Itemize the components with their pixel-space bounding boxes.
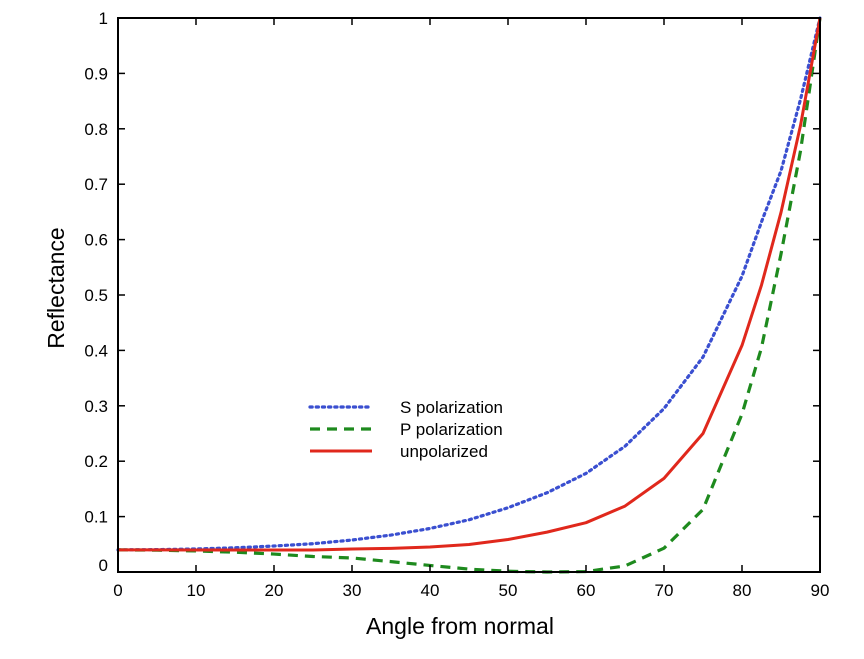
y-tick-label: 0.5 (84, 286, 108, 305)
y-tick-label: 0.9 (84, 64, 108, 83)
y-tick-label: 0.8 (84, 120, 108, 139)
series-line-1 (117, 17, 822, 574)
x-tick-label: 60 (577, 581, 596, 600)
y-axis-label: Reflectance (43, 227, 69, 348)
x-tick-label: 20 (265, 581, 284, 600)
y-tick-label: 0.1 (84, 508, 108, 527)
x-tick-label: 40 (421, 581, 440, 600)
x-tick-label: 10 (187, 581, 206, 600)
x-axis-ticks: 0 10 20 30 40 50 60 70 80 90 (113, 18, 829, 600)
legend-label-2: unpolarized (400, 442, 488, 461)
y-axis-ticks: 0 0.1 0.2 0.3 0.4 0.5 0.6 0.7 0.8 0.9 1 (84, 9, 820, 575)
plot-area (118, 18, 820, 572)
series-line-2 (117, 17, 822, 552)
x-axis-label: Angle from normal (366, 613, 554, 639)
x-tick-label: 0 (113, 581, 122, 600)
x-tick-label: 80 (733, 581, 752, 600)
legend-label-1: P polarization (400, 420, 503, 439)
y-tick-label: 0.6 (84, 231, 108, 250)
x-tick-label: 90 (811, 581, 830, 600)
y-tick-label: 0.4 (84, 341, 108, 360)
y-tick-label: 0.3 (84, 397, 108, 416)
legend-label-0: S polarization (400, 398, 503, 417)
y-tick-label: 0.7 (84, 175, 108, 194)
y-tick-label: 1 (99, 9, 108, 28)
x-tick-label: 50 (499, 581, 518, 600)
y-tick-label: 0.2 (84, 452, 108, 471)
series-layer (116, 16, 822, 574)
x-tick-label: 30 (343, 581, 362, 600)
series-line-0 (116, 16, 822, 552)
y-tick-label: 0 (99, 556, 108, 575)
x-tick-label: 70 (655, 581, 674, 600)
legend: S polarization P polarization unpolarized (308, 398, 503, 461)
